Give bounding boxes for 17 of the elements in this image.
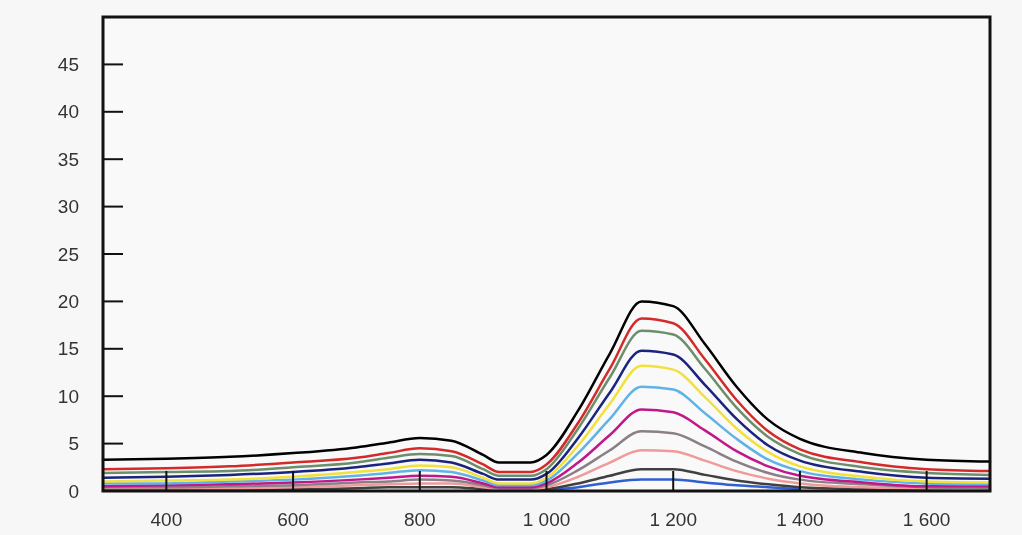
y-tick-label: 20 (57, 291, 79, 313)
y-tick-label: 30 (57, 196, 79, 218)
x-tick-label: 600 (277, 509, 309, 530)
y-tick-label: 35 (57, 148, 79, 170)
y-tick-label: 45 (57, 54, 79, 76)
y-tick-label: 40 (57, 101, 79, 123)
x-tick-label: 1 600 (902, 509, 951, 530)
y-tick-label: 0 (68, 480, 79, 502)
x-tick-label: 400 (150, 509, 183, 530)
y-tick-label: 25 (57, 243, 79, 265)
x-tick-label: 800 (403, 509, 436, 530)
y-tick-label: 10 (57, 385, 79, 407)
x-tick-label: 1 200 (649, 509, 697, 530)
x-tick-label: 1 000 (522, 509, 571, 530)
y-tick-label: 15 (57, 338, 79, 360)
x-tick-label: 1 400 (776, 509, 824, 530)
y-tick-label: 5 (68, 433, 79, 455)
